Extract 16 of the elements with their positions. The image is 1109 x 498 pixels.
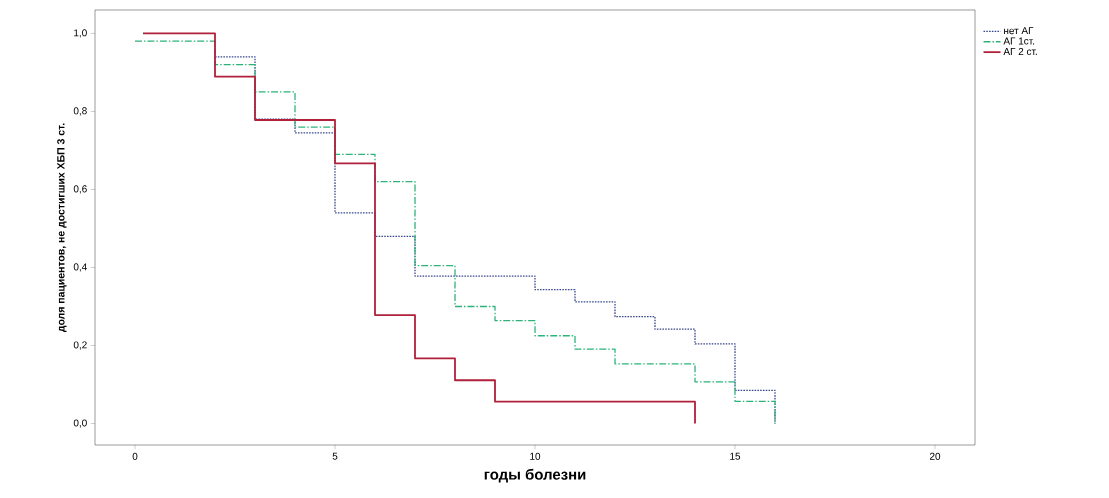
y-tick-label: 0,2: [73, 341, 87, 350]
x-axis-title: годы болезни: [484, 468, 586, 483]
y-tick-label: 1,0: [74, 29, 87, 38]
y-tick-label: 0,4: [73, 263, 87, 272]
legend-label: нет АГ: [1004, 27, 1034, 35]
x-tick-label: 10: [530, 452, 541, 460]
y-tick-label: 0,0: [73, 419, 87, 428]
legend-label: АГ 1ст.: [1003, 37, 1035, 45]
legend-label: АГ 2 ст.: [1003, 47, 1037, 55]
y-axis-title: доля пациентов, не достигших ХБП 3 ст.: [57, 123, 67, 333]
x-tick-label: 5: [332, 452, 338, 460]
x-tick-label: 15: [730, 452, 741, 460]
x-tick-label: 20: [929, 452, 941, 460]
y-tick-label: 0,6: [73, 185, 87, 194]
y-tick-label: 0,8: [73, 107, 87, 116]
x-tick-label: 0: [132, 452, 138, 460]
